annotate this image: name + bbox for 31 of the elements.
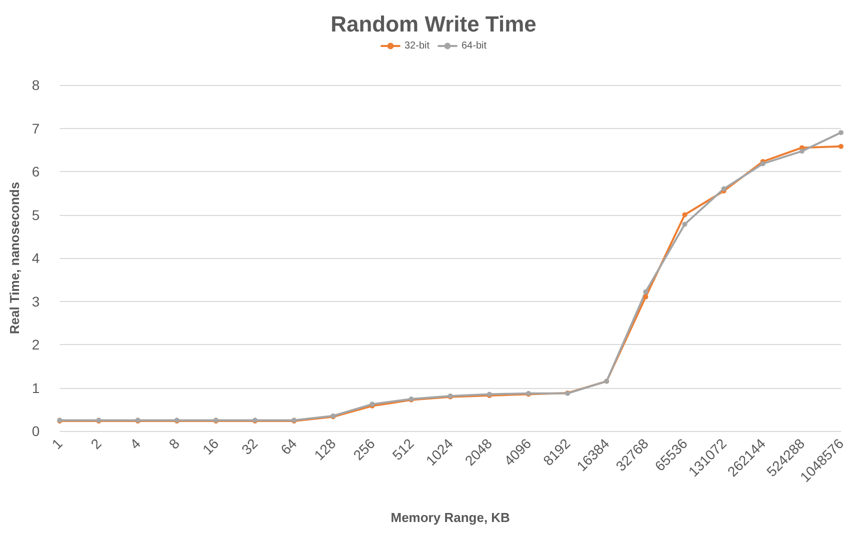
x-tick-label: 8: [166, 435, 183, 452]
point: [682, 222, 688, 227]
point: [799, 148, 804, 154]
legend-label: 32-bit: [404, 40, 430, 52]
point: [838, 144, 844, 149]
y-tick-label: 0: [32, 423, 40, 439]
x-tick-label: 2: [88, 435, 105, 452]
point: [643, 294, 648, 300]
y-tick-label: 7: [32, 120, 40, 136]
y-tick-label: 4: [32, 250, 40, 266]
point: [838, 130, 844, 136]
y-tick-label: 2: [32, 336, 40, 352]
x-tick-label: 128: [310, 435, 339, 464]
x-tick-label: 1: [48, 435, 66, 452]
y-tick-label: 5: [32, 206, 40, 223]
y-tick-label: 1: [32, 380, 40, 396]
y-tick-label: 3: [32, 293, 40, 310]
y-axis-title: Real Time, nanoseconds: [7, 182, 22, 334]
y-tick-label: 8: [32, 77, 40, 93]
x-tick-label: 16: [199, 435, 222, 458]
legend-label: 64-bit: [462, 40, 487, 52]
point: [682, 212, 688, 218]
x-tick-label: 32: [238, 435, 261, 458]
x-tick-label: 64: [277, 435, 300, 458]
x-tick-label: 256: [350, 435, 378, 464]
x-tick-label: 512: [389, 435, 418, 464]
x-tick-label: 4: [126, 435, 144, 452]
chart-title: Random Write Time: [330, 12, 536, 36]
y-tick-label: 6: [32, 164, 40, 180]
point: [643, 289, 648, 294]
x-axis-title: Memory Range, KB: [390, 510, 510, 525]
